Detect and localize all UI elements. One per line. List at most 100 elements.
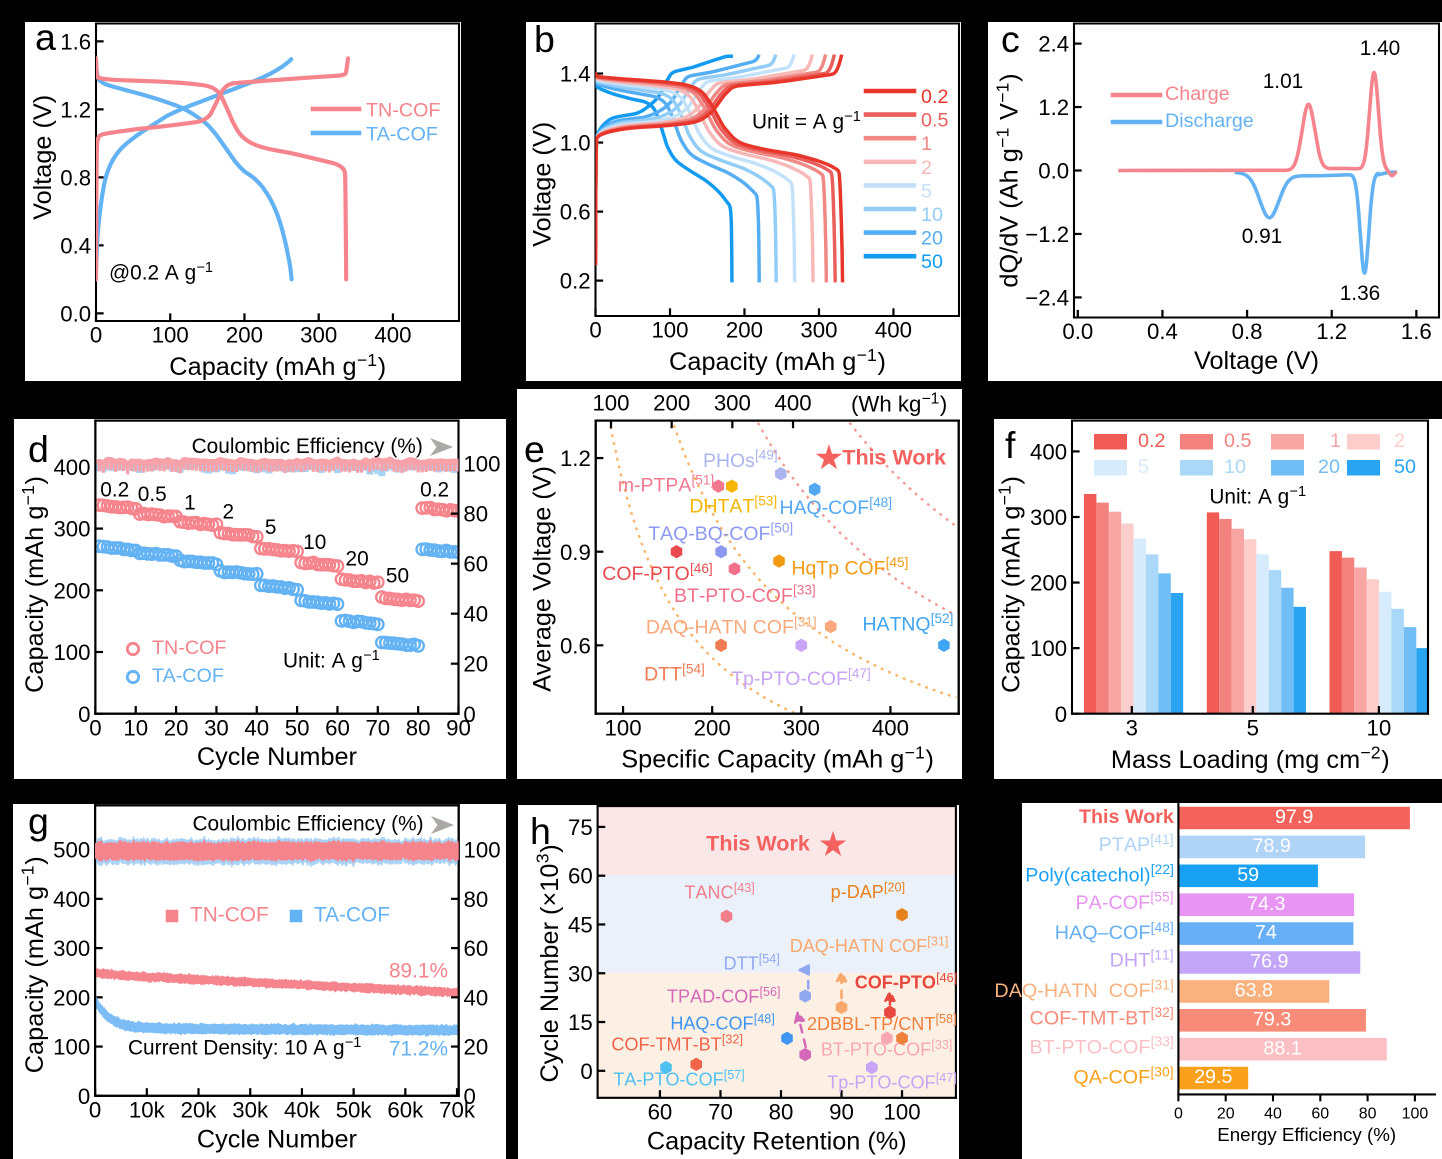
svg-text:p - D A: p - D A P [ 2 0 ] (831, 871, 908, 903)
svg-text:88.1: 88.1 (1263, 1037, 1301, 1059)
svg-text:C O F -: C O F - P T O [ 4 6 ] (602, 553, 715, 585)
svg-text:1.01: 1.01 (1263, 70, 1304, 93)
svg-text:0.5: 0.5 (138, 483, 167, 506)
svg-text:40: 40 (464, 985, 489, 1010)
svg-text:C y c l: C y c l e N u m b e r ( × 1 0 ) 3 (533, 838, 564, 1082)
svg-text:1: 1 (1330, 430, 1341, 452)
svg-text:300: 300 (300, 323, 337, 348)
svg-text:d: d (28, 428, 49, 470)
svg-text:200: 200 (726, 318, 763, 343)
svg-text:100: 100 (1402, 1105, 1429, 1122)
svg-text:30k: 30k (232, 1097, 269, 1122)
svg-text:a: a (35, 16, 56, 58)
svg-text:1.40: 1.40 (1360, 37, 1401, 60)
svg-text:T A N C: T A N C [ 4 3 ] (684, 872, 757, 904)
svg-text:D A Q -: D A Q - H A T N C O F [ 3 1 ] (646, 606, 819, 638)
svg-text:m - P T: m - P T P A [ 5 1 ] (618, 465, 717, 497)
svg-text:0: 0 (78, 1084, 90, 1109)
svg-text:3: 3 (1126, 715, 1138, 740)
svg-text:P o l y: P o l y ( c a t e c h o l ) [ 2 2 ] (1025, 854, 1176, 886)
svg-text:50: 50 (285, 715, 310, 740)
svg-text:89.1%: 89.1% (389, 959, 448, 982)
svg-text:B T - P: B T - P T O - C O F [ 3 3 ] (674, 575, 818, 607)
svg-text:2: 2 (222, 501, 234, 524)
svg-text:C a p a: C a p a c i t y ( m A h g ) − 1 (169, 346, 392, 381)
svg-text:63.8: 63.8 (1235, 980, 1273, 1002)
svg-text:P T A P: P T A P [ 4 1 ] (1099, 824, 1176, 856)
svg-text:79.3: 79.3 (1253, 1008, 1291, 1030)
svg-text:20: 20 (1318, 456, 1340, 478)
svg-text:0.91: 0.91 (1242, 225, 1283, 248)
svg-text:10: 10 (1224, 456, 1246, 478)
svg-text:2 D B B: 2 D B B L - T P / C N T [ 5 8 ] (807, 1003, 959, 1035)
svg-text:40: 40 (463, 602, 488, 627)
svg-text:0.2: 0.2 (560, 269, 591, 294)
svg-text:TA-COF: TA-COF (152, 665, 224, 687)
svg-text:74: 74 (1255, 922, 1277, 944)
svg-text:40k: 40k (284, 1097, 321, 1122)
svg-text:( W h k: ( W h k g ) − 1 (851, 383, 953, 416)
svg-text:B T - P: B T - P T O - C O F [ 3 3 ] (821, 1029, 955, 1061)
svg-text:0.0: 0.0 (60, 301, 91, 326)
svg-text:100: 100 (53, 640, 90, 665)
svg-text:0: 0 (1174, 1105, 1183, 1122)
svg-text:H A Q –: H A Q – C O F [ 4 8 ] (1055, 912, 1176, 944)
svg-text:Discharge: Discharge (1165, 110, 1254, 132)
svg-text:20: 20 (164, 715, 189, 740)
svg-text:70: 70 (708, 1099, 733, 1124)
svg-text:10: 10 (123, 715, 148, 740)
svg-text:0.6: 0.6 (560, 200, 591, 225)
svg-text:100: 100 (651, 318, 688, 343)
svg-text:80: 80 (464, 887, 489, 912)
svg-text:20: 20 (464, 1035, 489, 1060)
svg-text:97.9: 97.9 (1275, 806, 1313, 828)
svg-text:b: b (534, 18, 555, 60)
svg-text:D T T [: D T T [ 5 4 ] (644, 653, 707, 685)
svg-text:59: 59 (1237, 864, 1259, 886)
svg-text:D A Q -: D A Q - H A T N C O F [ 3 1 ] (994, 970, 1176, 1002)
svg-text:C a p a: C a p a c i t y ( m A h g ) − 1 (14, 470, 49, 693)
svg-text:400: 400 (53, 887, 90, 912)
svg-text:200: 200 (53, 578, 90, 603)
svg-text:C a p a: C a p a c i t y ( m A h g ) − 1 (669, 341, 892, 376)
svg-text:15: 15 (568, 1010, 593, 1035)
svg-text:Energy Efficiency (%): Energy Efficiency (%) (1217, 1124, 1396, 1145)
svg-text:Cycle Number: Cycle Number (197, 1125, 357, 1153)
svg-text:−1.2: −1.2 (1025, 222, 1069, 247)
svg-text:0: 0 (90, 323, 102, 348)
svg-text:76.9: 76.9 (1250, 951, 1288, 973)
svg-text:0.2: 0.2 (420, 478, 449, 501)
svg-text:300: 300 (783, 715, 820, 740)
svg-text:P H O s: P H O s [ 4 9 ] (703, 440, 780, 472)
svg-text:300: 300 (53, 936, 90, 961)
svg-text:Voltage (V): Voltage (V) (1194, 347, 1319, 375)
svg-text:0.2: 0.2 (100, 478, 129, 501)
svg-text:C u r r: C u r r e n t D e n s i t y : 1 0 A g − … (128, 1027, 361, 1060)
svg-text:45: 45 (568, 913, 593, 938)
svg-text:g: g (28, 800, 49, 842)
svg-text:TA-COF: TA-COF (314, 903, 390, 926)
svg-text:75: 75 (568, 815, 593, 840)
svg-text:Coulombic Efficiency (%): Coulombic Efficiency (%) (192, 435, 423, 458)
svg-text:80: 80 (463, 502, 488, 527)
svg-text:1.6: 1.6 (1401, 319, 1432, 344)
svg-text:200: 200 (226, 323, 263, 348)
svg-text:0: 0 (78, 702, 90, 727)
svg-text:70: 70 (365, 715, 390, 740)
svg-text:5: 5 (921, 180, 932, 202)
svg-text:90: 90 (446, 715, 471, 740)
svg-text:T A Q -: T A Q - B Q - C O F [ 5 0 ] (648, 513, 795, 545)
svg-text:@ 0 . 2: @ 0 . 2 A g − 1 (109, 252, 213, 285)
svg-text:400: 400 (875, 318, 912, 343)
svg-text:TN-COF: TN-COF (366, 100, 440, 122)
svg-text:60k: 60k (387, 1097, 424, 1122)
svg-text:D A Q -: D A Q - H A T N C O F [ 3 1 ] (790, 925, 951, 957)
svg-text:0.2: 0.2 (921, 86, 948, 108)
svg-text:TN-COF: TN-COF (190, 903, 269, 926)
svg-text:TN-COF: TN-COF (152, 637, 226, 659)
svg-text:TA-COF: TA-COF (366, 124, 438, 146)
svg-text:T p - P: T p - P T O - C O F [ 4 7 ] (827, 1062, 959, 1094)
svg-text:0.0: 0.0 (1062, 319, 1093, 344)
svg-text:200: 200 (653, 390, 690, 415)
svg-text:10k: 10k (129, 1097, 166, 1122)
